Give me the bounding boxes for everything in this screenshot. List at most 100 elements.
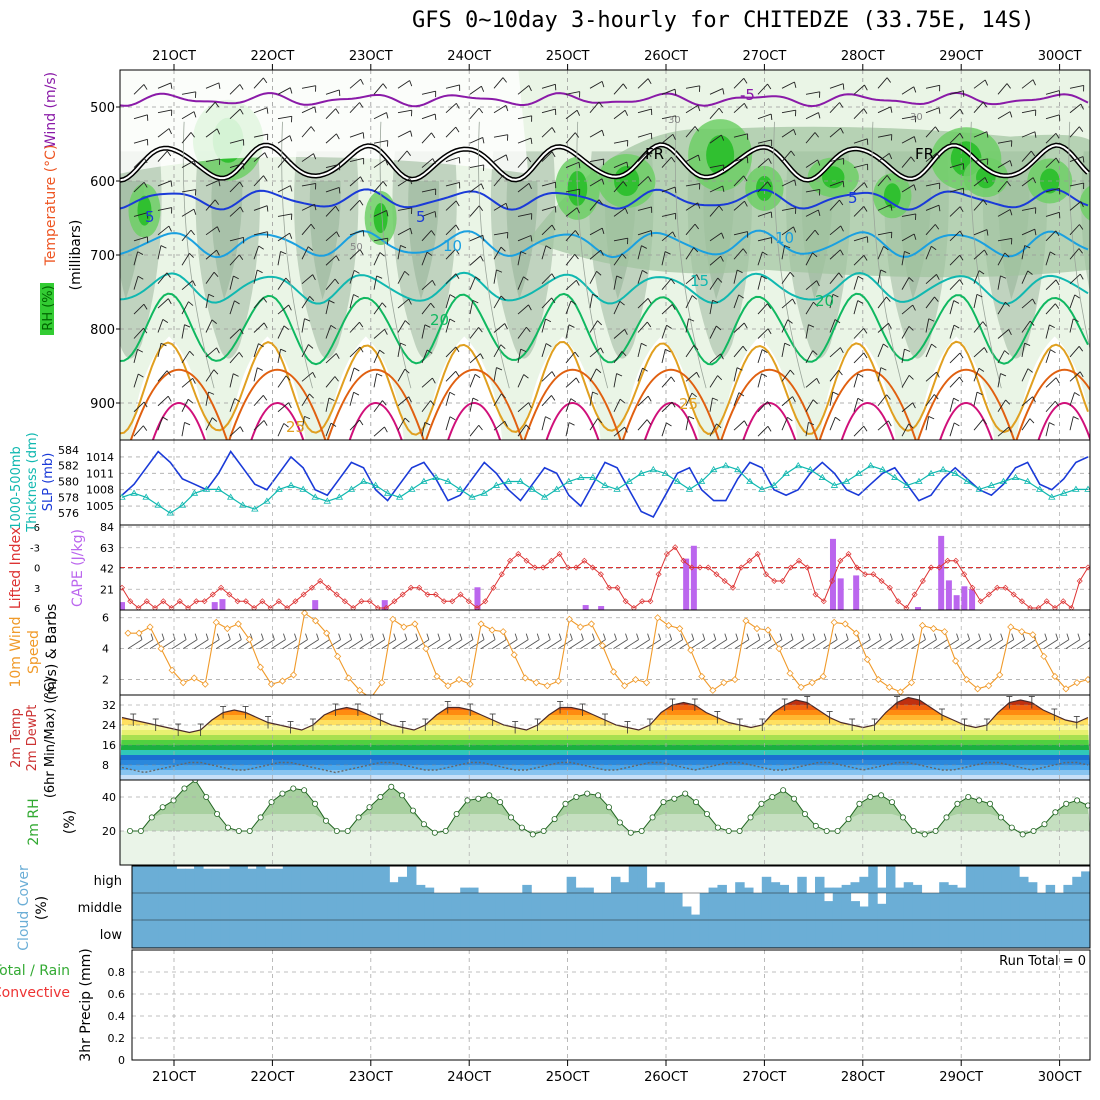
wind-barb [133, 401, 145, 413]
wind-barb-flag [712, 299, 719, 304]
wind-barb [205, 199, 216, 211]
wind-speed-marker [334, 652, 342, 660]
cloud-bar [1063, 893, 1073, 920]
cloud-bar [220, 893, 231, 920]
wind-barb-flag [1032, 396, 1036, 403]
cape-bar [690, 545, 697, 610]
wind-barb-flag [671, 156, 676, 163]
wind-barb-flag [658, 633, 662, 640]
wind-barb [925, 107, 940, 114]
wind-barb [157, 298, 169, 309]
wind-barb-flag [475, 276, 481, 281]
wind-barb [133, 373, 139, 388]
wind-barb [227, 639, 242, 650]
wind-barb-flag [338, 633, 342, 640]
rh-marker [638, 828, 645, 835]
wind-barb-flag [978, 633, 982, 640]
thickness-marker [927, 469, 935, 477]
wind-barb [853, 236, 868, 242]
wind-barb [709, 164, 724, 169]
cloud-bar [779, 884, 790, 893]
wind-barb-flag [455, 126, 460, 133]
wind-barb [469, 234, 484, 242]
rh-marker [127, 828, 134, 835]
wind-barb [133, 114, 148, 120]
wind-barb [541, 273, 553, 284]
wind-barb-flag [434, 211, 437, 218]
cloud-bar [318, 920, 328, 948]
cloud-bar [522, 884, 532, 893]
wind-barb [414, 639, 430, 650]
wind-barb [637, 151, 649, 162]
cloud-bar [673, 893, 683, 920]
wind-barb-flag [767, 426, 772, 432]
li-marker [696, 564, 703, 571]
cloud-bar [1072, 920, 1082, 948]
li-marker [754, 551, 761, 557]
thickness-marker [299, 485, 307, 492]
wind-barb-flag [307, 246, 314, 251]
thickness-marker [383, 489, 392, 496]
cloud-bar [806, 893, 816, 920]
temperature-label: Temperature (°C) [43, 145, 59, 267]
wind-barb [973, 391, 978, 406]
wind-barb-flag [670, 278, 676, 285]
wind-barb-flag [1032, 79, 1036, 86]
cloud-bar [265, 920, 275, 948]
wind-barb-flag [863, 255, 868, 261]
wind-barb [157, 245, 162, 260]
cloud-bar [841, 884, 852, 893]
wind-barb [973, 368, 980, 382]
wind-barb [661, 401, 673, 413]
wind-barb-flag [817, 159, 821, 166]
wind-barb-flag [913, 184, 917, 191]
wind-barb [685, 247, 695, 260]
wind-barb-flag [1005, 399, 1011, 405]
wind-barb [901, 184, 915, 193]
wind-barb-flag [742, 345, 747, 352]
wind-barb [877, 296, 887, 309]
wind-barb-flag [674, 187, 677, 194]
thickness-marker [613, 485, 621, 492]
thickness-marker [782, 469, 790, 477]
wind-barb [901, 251, 905, 266]
li-marker [152, 605, 159, 610]
wind-barb-flag [360, 176, 364, 183]
wind-barb-flag [622, 83, 628, 89]
wind-barb [397, 80, 410, 89]
wind-barb-flag [492, 633, 496, 640]
wind-barb [679, 639, 694, 650]
rh-contour [773, 121, 805, 389]
wind-barb [517, 424, 527, 437]
wind-barb [541, 343, 547, 358]
wind-barb [805, 229, 816, 242]
wind-barb-flag [213, 271, 219, 277]
wind-barb [517, 349, 522, 364]
wind-barb [397, 396, 410, 407]
wind-barb [781, 369, 791, 382]
wind-barb-flag [406, 150, 411, 156]
wind-barb [733, 269, 738, 284]
wind-barb [757, 83, 768, 95]
wind-barb [805, 301, 814, 315]
pressure-tick: 600 [90, 175, 115, 190]
wind-barb [447, 639, 463, 650]
wind-barb-flag [574, 254, 579, 260]
rh-marker [954, 800, 961, 807]
wind-barb [325, 325, 332, 339]
wind-barb-flag [982, 199, 988, 206]
wind-barb-flag [227, 633, 231, 640]
wind-speed-marker [1073, 679, 1081, 687]
cloud-bar [202, 868, 213, 893]
wind-barb [133, 84, 145, 95]
wind-barb [205, 369, 215, 382]
li-marker [969, 584, 976, 591]
wind-speed-marker [289, 671, 298, 679]
thickness-label-1: 1000-500mb [9, 446, 24, 530]
thickness-marker [842, 477, 851, 484]
wind-barb-flag [528, 85, 532, 92]
wind-barb-flag [338, 187, 341, 194]
wind-barb-flag [189, 350, 195, 356]
wind-barb [541, 416, 546, 431]
